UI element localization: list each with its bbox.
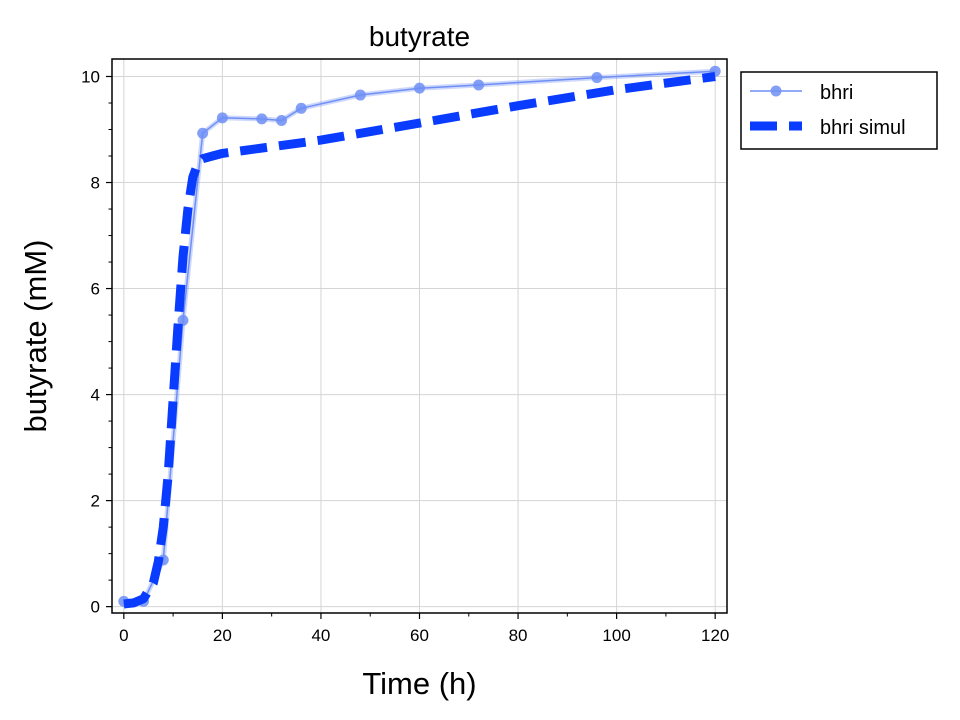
data-point-bhri — [591, 72, 603, 84]
data-point-bhri — [414, 82, 425, 94]
legend: bhri bhri simul — [740, 71, 938, 150]
x-axis-title: Time (h) — [362, 666, 476, 701]
y-tick-label: 2 — [91, 492, 100, 511]
y-tick-label: 10 — [81, 67, 100, 86]
y-tick-label: 6 — [91, 280, 100, 299]
legend-label-bhri: bhri — [820, 82, 853, 104]
chart-title: butyrate — [369, 21, 470, 52]
data-point-bhri — [177, 314, 189, 326]
x-tick-label: 100 — [602, 626, 630, 645]
data-point-bhri — [256, 113, 268, 125]
x-tick-label: 0 — [119, 626, 128, 645]
data-point-bhri — [197, 127, 209, 139]
y-tick-label: 4 — [91, 386, 100, 405]
data-point-bhri — [295, 102, 307, 114]
data-point-bhri — [354, 89, 366, 101]
legend-box — [740, 71, 938, 150]
x-tick-label: 80 — [509, 626, 528, 645]
y-axis-title: butyrate (mM) — [18, 240, 53, 433]
data-point-bhri — [216, 112, 228, 124]
data-point-bhri — [473, 79, 485, 91]
legend-marker-bhri — [770, 85, 782, 97]
legend-label-bhri-simul: bhri simul — [820, 117, 906, 139]
y-tick-label: 8 — [91, 174, 100, 193]
series-layer — [118, 65, 721, 609]
x-tick-label: 20 — [213, 626, 232, 645]
x-tick-label: 120 — [701, 626, 729, 645]
series-line-bhri-simul — [123, 72, 716, 609]
axis-ticks: 0 20 40 60 80 100 120 0 2 4 6 8 10 — [81, 67, 729, 645]
data-point-bhri — [276, 114, 288, 126]
y-tick-label: 0 — [91, 598, 100, 617]
x-tick-label: 40 — [311, 626, 330, 645]
x-tick-label: 60 — [410, 626, 429, 645]
